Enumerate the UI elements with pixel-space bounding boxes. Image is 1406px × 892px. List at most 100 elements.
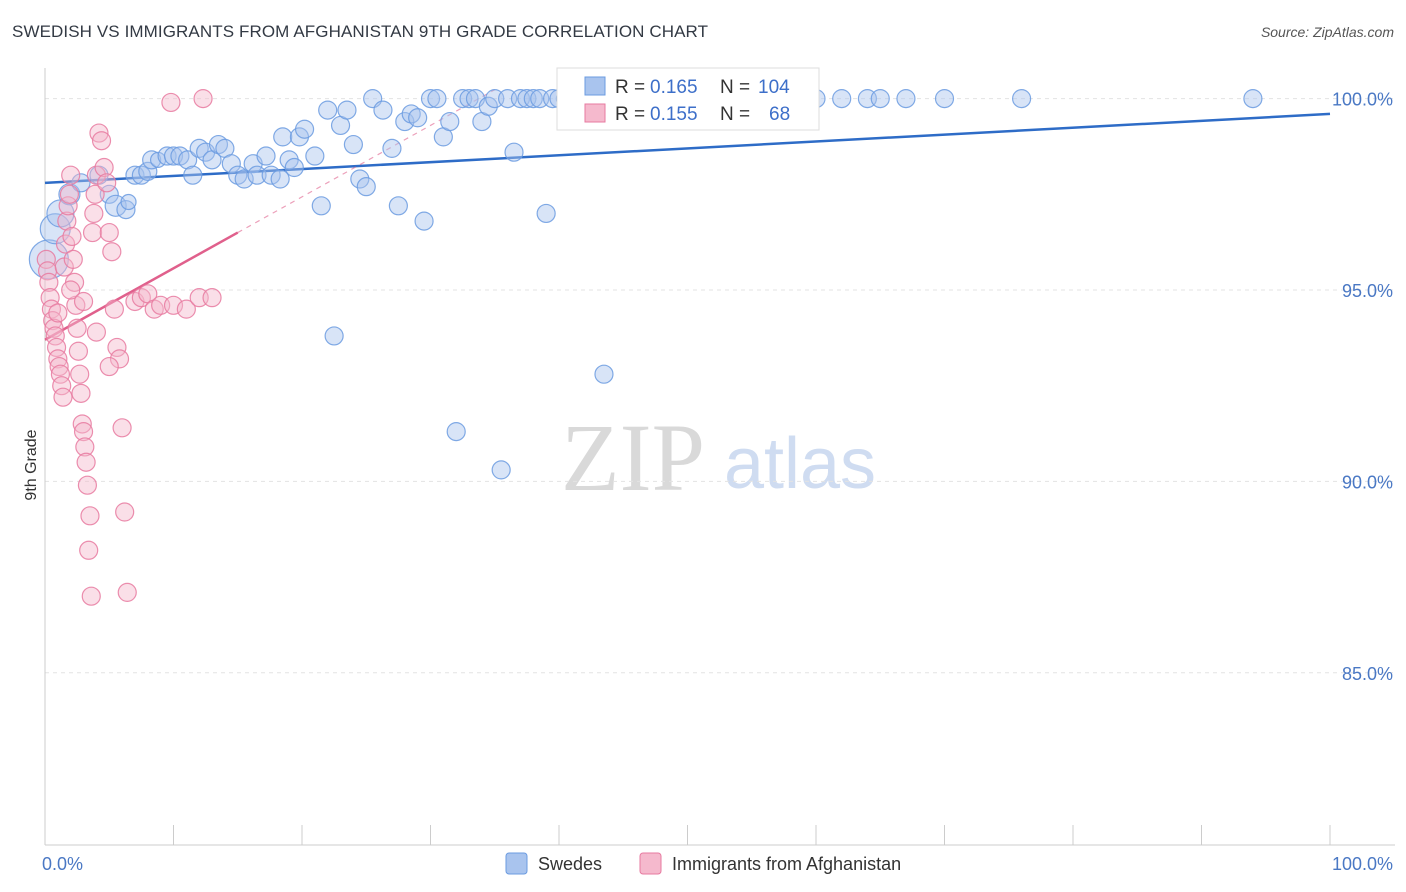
point-afghanistan-46 xyxy=(104,299,124,319)
y-tick-label-3: 85.0% xyxy=(1342,664,1393,684)
point-swedes-16 xyxy=(163,146,184,166)
point-swedes-51 xyxy=(395,111,415,132)
legend-r-value-1: 0.165 xyxy=(650,77,698,98)
point-swedes-25 xyxy=(221,154,241,174)
point-afghanistan-44 xyxy=(99,222,119,243)
trendline-afghanistan xyxy=(44,231,239,341)
point-afghanistan-20 xyxy=(62,226,82,247)
trendlines xyxy=(44,89,1331,341)
legend-n-value-2: 68 xyxy=(769,104,790,125)
point-swedes-12 xyxy=(138,161,158,181)
point-swedes-32 xyxy=(270,169,290,189)
point-afghanistan-32 xyxy=(77,475,98,495)
point-swedes-46 xyxy=(356,177,376,197)
y-axis-title: 9th Grade xyxy=(23,429,40,500)
point-afghanistan-49 xyxy=(112,418,132,438)
point-afghanistan-25 xyxy=(68,341,89,361)
x-tick-labels: 0.0% 100.0% xyxy=(42,854,1393,874)
y-tick-label-2: 90.0% xyxy=(1342,472,1393,492)
data-points xyxy=(28,89,1263,606)
point-swedes-61 xyxy=(459,89,479,109)
point-swedes-45 xyxy=(350,169,370,189)
y-tick-label-0: 100.0% xyxy=(1332,90,1393,110)
point-afghanistan-45 xyxy=(102,242,122,262)
x-tick-label-1: 100.0% xyxy=(1332,854,1393,874)
point-afghanistan-34 xyxy=(80,506,100,526)
point-afghanistan-35 xyxy=(81,586,101,606)
legend-n-label-1: N = xyxy=(720,77,750,98)
point-afghanistan-51 xyxy=(117,582,137,602)
point-swedes-99 xyxy=(870,89,890,109)
point-afghanistan-24 xyxy=(67,318,87,338)
point-afghanistan-27 xyxy=(71,383,91,403)
point-swedes-33 xyxy=(273,127,293,147)
watermark-atlas: atlas xyxy=(724,424,876,504)
point-afghanistan-43 xyxy=(97,173,117,193)
bottom-legend-swatch-swedes xyxy=(505,852,528,875)
point-swedes-13 xyxy=(142,150,162,170)
point-afghanistan-2 xyxy=(39,272,59,292)
point-afghanistan-65 xyxy=(73,291,94,312)
point-swedes-6 xyxy=(99,184,119,204)
point-swedes-40 xyxy=(318,100,338,120)
point-swedes-30 xyxy=(256,146,276,166)
point-afghanistan-16 xyxy=(57,211,77,231)
point-swedes-58 xyxy=(440,111,460,132)
point-afghanistan-29 xyxy=(73,422,94,442)
point-swedes-49 xyxy=(382,138,402,158)
point-afghanistan-42 xyxy=(94,157,114,178)
point-afghanistan-37 xyxy=(84,203,104,224)
point-swedes-100 xyxy=(896,89,916,109)
point-afghanistan-28 xyxy=(72,414,92,434)
point-afghanistan-41 xyxy=(91,131,112,151)
y-tick-label-1: 95.0% xyxy=(1342,281,1393,301)
point-swedes-97 xyxy=(832,89,852,109)
point-swedes-59 xyxy=(446,422,466,442)
point-afghanistan-48 xyxy=(109,349,130,369)
point-swedes-19 xyxy=(183,165,203,185)
point-afghanistan-62 xyxy=(193,89,213,109)
point-afghanistan-15 xyxy=(55,234,76,254)
point-afghanistan-50 xyxy=(115,502,135,522)
point-afghanistan-36 xyxy=(82,222,103,243)
point-swedes-54 xyxy=(414,211,434,231)
point-swedes-35 xyxy=(284,157,304,178)
point-afghanistan-40 xyxy=(89,123,109,143)
point-afghanistan-57 xyxy=(163,295,184,315)
legend-r-label-1: R = xyxy=(615,77,645,98)
point-swedes-64 xyxy=(478,96,498,116)
legend-r-label-2: R = xyxy=(615,104,645,125)
legend-swatch-swedes xyxy=(584,76,606,96)
point-swedes-48 xyxy=(373,100,393,120)
point-afghanistan-58 xyxy=(176,299,196,319)
point-afghanistan-39 xyxy=(86,165,107,185)
bottom-legend-label-afghanistan: Immigrants from Afghanistan xyxy=(672,854,901,874)
point-swedes-55 xyxy=(420,89,441,109)
point-swedes-103 xyxy=(1243,89,1263,109)
point-afghanistan-31 xyxy=(76,452,96,472)
legend: R = 0.165 N = 104 R = 0.155 N = 68 xyxy=(556,67,820,131)
point-afghanistan-61 xyxy=(161,92,181,113)
point-swedes-29 xyxy=(247,165,267,185)
point-afghanistan-26 xyxy=(70,364,90,384)
point-afghanistan-64 xyxy=(61,280,81,300)
bottom-legend: Swedes Immigrants from Afghanistan xyxy=(505,852,901,875)
point-swedes-71 xyxy=(523,89,543,109)
point-swedes-56 xyxy=(427,89,447,109)
point-afghanistan-38 xyxy=(85,184,105,204)
point-swedes-4 xyxy=(71,173,91,193)
point-afghanistan-30 xyxy=(75,437,95,457)
point-swedes-101 xyxy=(934,89,955,109)
watermark-zip: ZIP xyxy=(561,404,705,511)
bottom-legend-label-swedes: Swedes xyxy=(538,854,602,874)
point-swedes-38 xyxy=(305,146,325,166)
watermark: ZIP atlas xyxy=(561,404,876,511)
chart-source: Source: ZipAtlas.com xyxy=(1260,24,1394,40)
axes xyxy=(44,68,1395,846)
chart-title: SWEDISH VS IMMIGRANTS FROM AFGHANISTAN 9… xyxy=(12,22,709,41)
point-swedes-43 xyxy=(337,100,357,120)
point-swedes-102 xyxy=(1011,89,1032,109)
x-tick-label-0: 0.0% xyxy=(42,854,83,874)
point-afghanistan-21 xyxy=(63,249,83,269)
